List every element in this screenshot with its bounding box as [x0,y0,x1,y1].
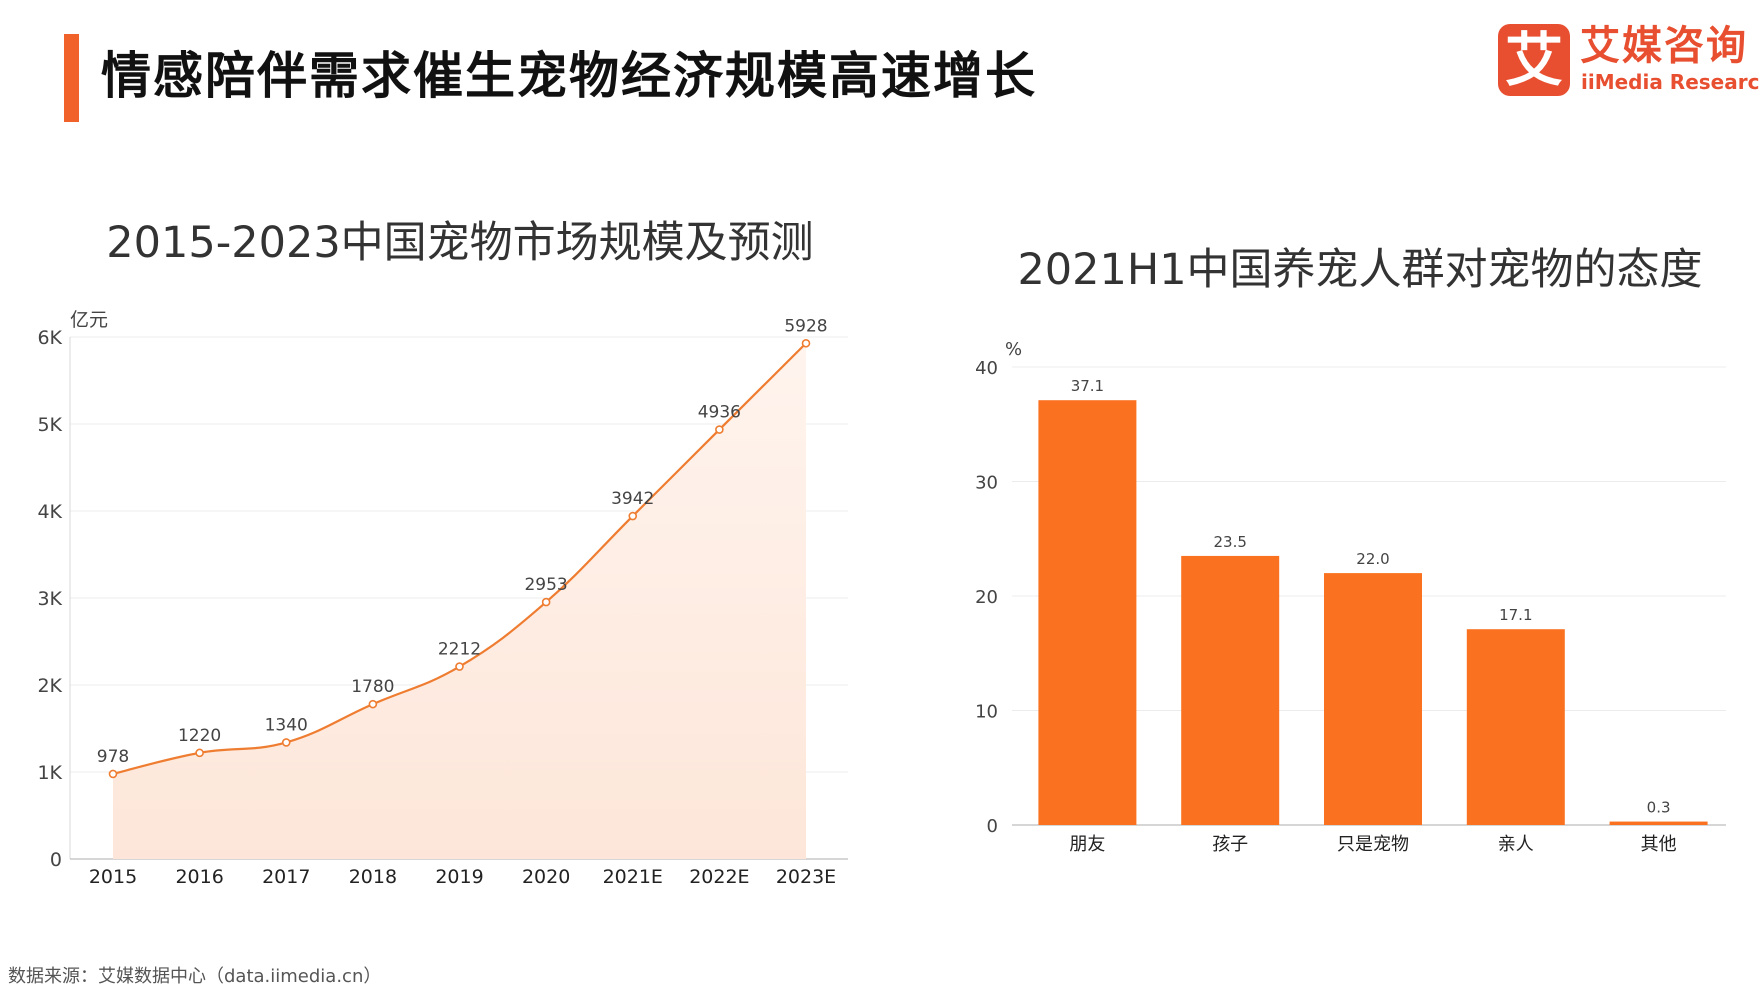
logo-english-name: iiMedia Research [1581,70,1760,94]
attitude-chart-title: 2021H1中国养宠人群对宠物的态度 [1017,245,1703,295]
x-tick-label: 孩子 [1212,834,1248,855]
y-axis-unit-label: % [1005,339,1022,360]
data-label: 5928 [784,316,827,336]
data-label: 0.3 [1647,799,1671,817]
data-point [715,425,724,434]
bar [1324,573,1422,825]
y-tick-label: 40 [975,358,998,379]
y-tick-label: 0 [987,816,998,837]
logo: 艾 艾媒咨询 iiMedia Research [1498,22,1760,100]
data-point [455,662,464,671]
x-tick-label: 2022E [689,866,749,888]
data-point [368,699,378,709]
logo-mark-text: 艾 [1504,26,1563,94]
y-tick-label: 2K [37,675,62,697]
y-tick-label: 0 [50,849,62,871]
attitude-bar-chart: 0 10 20 30 40% 37.1 朋友 23.5 孩子 22.0 只是宠物 17.1 亲人 0.3 其… [975,339,1726,855]
y-tick-label: 4K [37,501,62,523]
data-label: 22.0 [1356,550,1389,568]
data-point [801,338,811,348]
title-accent-bar [64,34,79,122]
data-point [281,738,291,747]
y-tick-label: 20 [975,587,998,608]
data-label: 4936 [698,403,741,423]
data-label: 23.5 [1213,533,1246,551]
x-tick-label: 2023E [776,866,836,888]
y-tick-label: 5K [37,414,62,436]
bar [1466,629,1565,825]
x-tick-label: 2016 [175,866,223,888]
x-tick-label: 2017 [262,866,310,888]
data-label: 1340 [265,715,308,735]
bar [1181,555,1280,825]
data-source: 数据来源：艾媒数据中心（data.iimedia.cn） [8,966,382,987]
x-tick-label: 朋友 [1069,834,1105,855]
series-line [112,342,807,775]
data-label: 17.1 [1499,606,1532,624]
logo-mark: 艾 [1498,24,1570,96]
y-tick-label: 3K [37,588,62,610]
x-tick-label: 2020 [522,866,570,888]
x-tick-label: 2018 [349,866,397,888]
page-title: 情感陪伴需求催生宠物经济规模高速增长 [101,47,1037,105]
data-point [628,511,638,521]
y-tick-label: 6K [37,327,62,349]
data-label: 2953 [524,575,567,595]
data-label: 2212 [438,640,481,660]
data-point [541,597,551,607]
x-tick-label: 2015 [89,866,137,888]
data-point [108,769,118,779]
market-size-chart-title: 2015-2023中国宠物市场规模及预测 [106,218,814,268]
market-size-area-chart: 0 1K 2K 3K 4K 5K 6K 亿元 978 2015 1220 2016 1340 2017 17… [37,309,848,888]
data-label: 3942 [611,489,654,509]
bar [1038,400,1137,825]
data-label: 37.1 [1071,377,1104,395]
y-tick-label: 30 [975,473,998,494]
x-tick-label: 其他 [1641,834,1677,855]
x-tick-label: 只是宠物 [1337,834,1409,855]
data-label: 978 [97,747,129,767]
x-tick-label: 2021E [603,866,663,888]
y-tick-label: 10 [975,702,998,723]
data-label: 1220 [178,726,221,746]
y-tick-label: 1K [37,762,62,784]
logo-chinese-name: 艾媒咨询 [1580,23,1748,69]
x-tick-label: 2019 [435,866,483,888]
data-label: 1780 [351,677,394,697]
bar [1609,821,1708,825]
y-axis-unit-label: 亿元 [70,309,108,331]
x-tick-label: 亲人 [1498,834,1534,855]
area-fill [113,343,806,859]
data-point [195,748,204,758]
